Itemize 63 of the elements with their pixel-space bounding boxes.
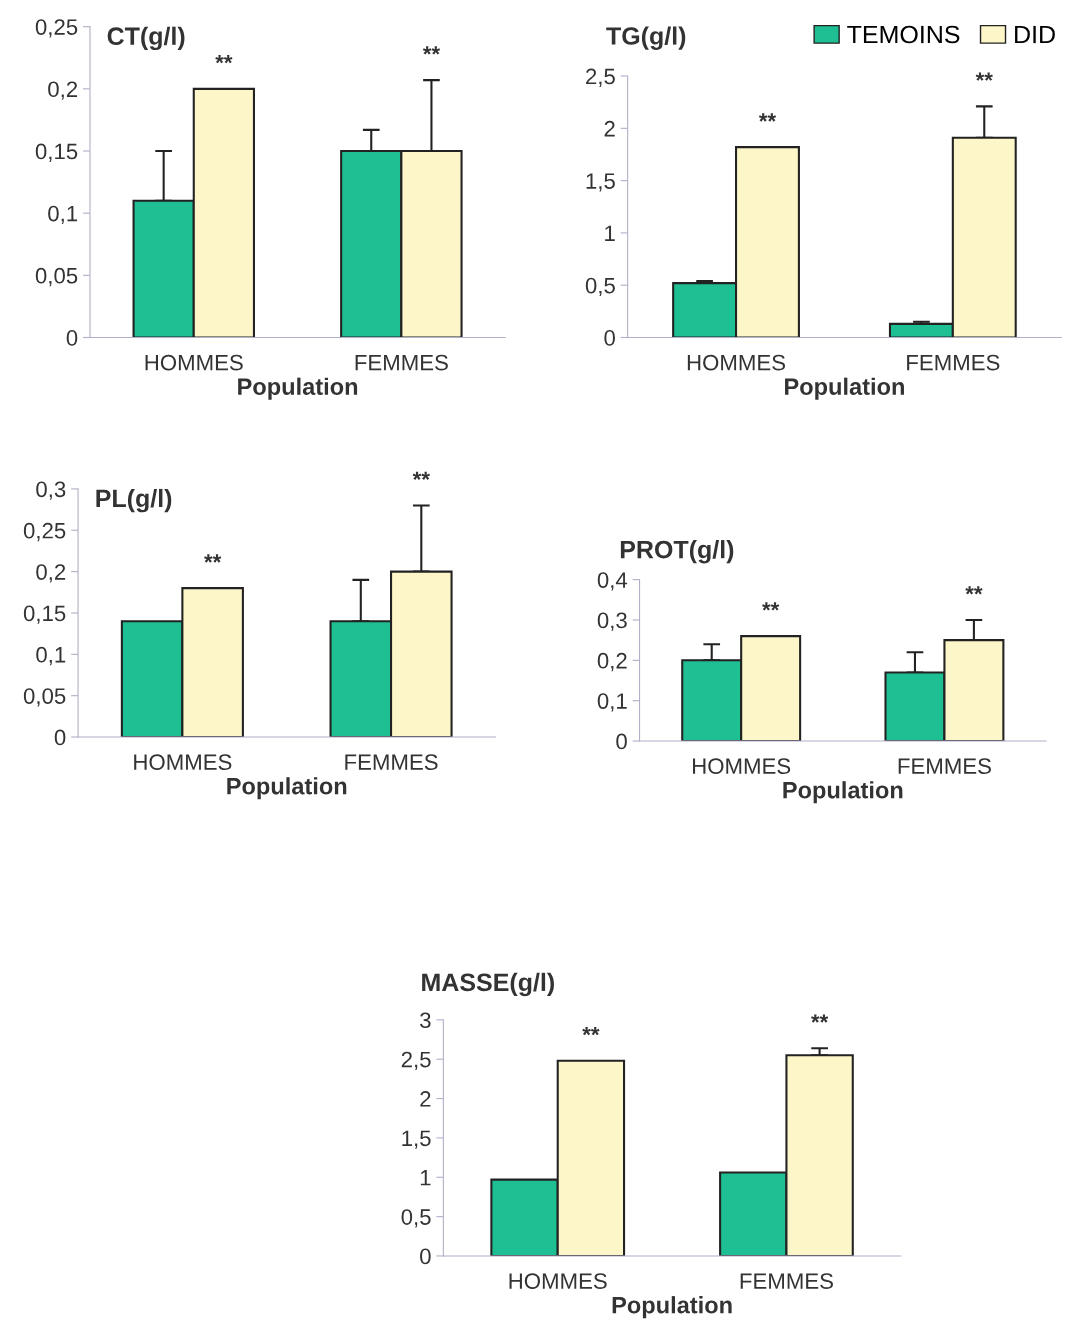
chart-title: TG(g/l) [606, 26, 686, 50]
chart-title: CT(g/l) [107, 26, 185, 51]
y-tick-label: 0,2 [36, 564, 66, 583]
y-tick-label: 0,1 [48, 205, 78, 225]
y-tick-label: 0 [420, 1248, 431, 1265]
y-tick-label: 0,1 [36, 646, 66, 666]
chart-title: PROT(g/l) [620, 540, 734, 564]
y-tick-label: 1,5 [586, 173, 615, 192]
y-tick-label: 2,5 [586, 68, 615, 87]
x-tick-label: HOMMES [693, 758, 791, 775]
annotation: ** [975, 72, 993, 81]
x-tick-label: FEMMES [355, 354, 448, 371]
x-tick-label: HOMMES [509, 1273, 607, 1289]
y-tick-label: 0,3 [597, 612, 627, 631]
y-tick-label: 0,2 [48, 81, 78, 100]
y-tick-label: 0,5 [585, 277, 615, 297]
x-tick-label: FEMMES [345, 754, 438, 771]
annotation: ** [758, 113, 777, 122]
annotation: ** [811, 1014, 829, 1023]
annotation: ** [762, 602, 780, 611]
y-tick-label: 1 [605, 225, 615, 241]
y-tick-label: 0,25 [35, 19, 78, 38]
chart-title: MASSE(g/l) [422, 972, 554, 997]
y-tick-label: 0,05 [35, 267, 78, 287]
annotation: ** [582, 1026, 600, 1036]
y-tick-label: 2 [604, 120, 615, 137]
y-tick-label: 0,2 [597, 652, 627, 672]
legend-label: DID [1015, 25, 1055, 44]
y-tick-label: 1 [420, 1170, 431, 1186]
y-tick-label: 0,15 [35, 143, 78, 162]
y-tick-label: 0 [54, 729, 66, 746]
x-axis-title: Population [612, 1296, 732, 1319]
y-tick-label: 0,4 [597, 572, 628, 591]
x-axis-title: Population [783, 781, 903, 804]
y-tick-label: 2 [420, 1091, 431, 1107]
annotation: ** [204, 554, 222, 563]
y-tick-label: 0,15 [23, 605, 66, 624]
y-tick-label: 0 [66, 330, 78, 346]
y-tick-label: 0 [616, 733, 627, 750]
y-tick-label: 0,1 [597, 693, 627, 712]
annotation: ** [215, 55, 233, 64]
y-tick-label: 0,25 [23, 522, 66, 542]
x-tick-label: HOMMES [134, 754, 232, 771]
x-tick-label: FEMMES [740, 1273, 833, 1289]
x-tick-label: HOMMES [145, 354, 243, 371]
y-tick-label: 1,5 [402, 1130, 431, 1149]
y-tick-label: 0,3 [36, 481, 66, 500]
y-tick-label: 0,05 [23, 688, 66, 707]
annotation: ** [422, 46, 441, 55]
y-tick-label: 0 [604, 330, 615, 346]
legend-label: TEMOINS [847, 25, 960, 44]
y-tick-label: 0,5 [401, 1209, 431, 1228]
text: ** [412, 471, 430, 480]
y-tick-label: 3 [420, 1012, 431, 1029]
x-tick-label: HOMMES [687, 354, 786, 371]
x-axis-title: Population [785, 377, 904, 400]
x-axis-title: Population [227, 777, 347, 800]
x-axis-title: Population [238, 377, 358, 400]
x-tick-label: FEMMES [898, 758, 991, 775]
chart-title: PL(g/l) [96, 488, 172, 513]
y-tick-label: 2,5 [401, 1051, 431, 1071]
annotation: ** [965, 586, 983, 595]
x-tick-label: FEMMES [907, 354, 1000, 371]
